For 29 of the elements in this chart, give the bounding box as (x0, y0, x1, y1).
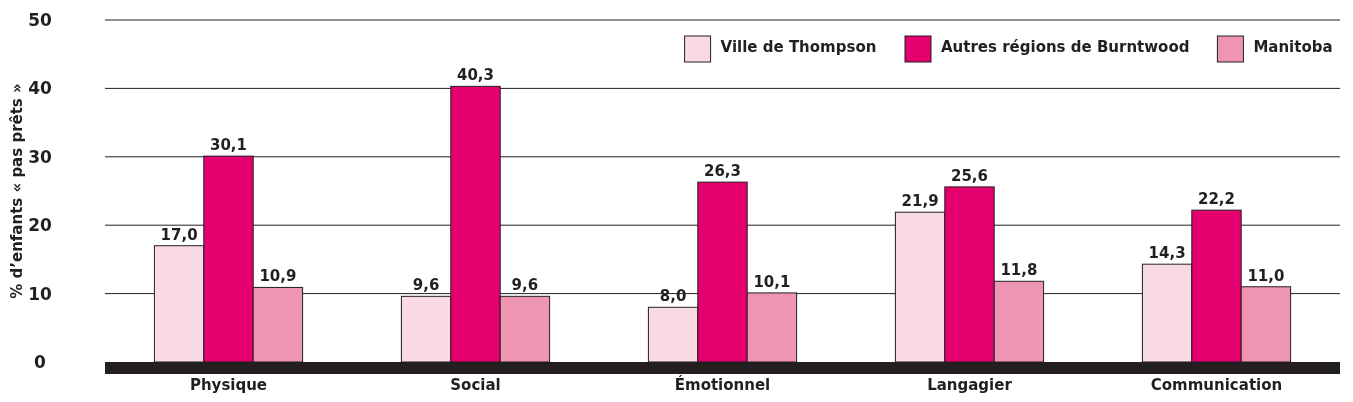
y-tick-label: 40 (28, 78, 52, 99)
data-label: 25,6 (950, 166, 989, 185)
data-label: 26,3 (703, 162, 742, 181)
data-label: 17,0 (160, 225, 198, 244)
data-label: 10,1 (753, 272, 791, 291)
data-label: 10,9 (259, 267, 297, 286)
legend-label: Autres régions de Burntwood (941, 37, 1190, 56)
x-tick-label: Physique (189, 376, 268, 394)
legend-label: Manitoba (1253, 37, 1333, 56)
y-tick-label: 30 (28, 146, 52, 167)
data-label: 9,6 (412, 276, 440, 295)
y-tick-label: 10 (28, 283, 52, 304)
data-label: 40,3 (456, 66, 495, 85)
legend-label: Ville de Thompson (720, 37, 877, 56)
x-tick-label: Social (450, 376, 501, 394)
y-axis-title: % d’enfants « pas prêts » (8, 83, 26, 299)
data-label: 11,8 (1000, 261, 1038, 280)
x-tick-label: Émotionnel (674, 375, 771, 394)
x-tick-label: Langagier (927, 376, 1013, 394)
data-label: 21,9 (901, 192, 939, 211)
data-label: 22,2 (1197, 190, 1236, 209)
y-tick-label: 20 (28, 215, 52, 236)
y-tick-label: 0 (34, 351, 47, 372)
data-label: 11,0 (1247, 266, 1285, 285)
data-label: 30,1 (209, 136, 248, 155)
x-tick-label: Communication (1150, 376, 1283, 394)
data-label: 14,3 (1148, 244, 1186, 263)
data-label: 9,6 (511, 276, 539, 295)
y-tick-label: 50 (28, 9, 52, 30)
